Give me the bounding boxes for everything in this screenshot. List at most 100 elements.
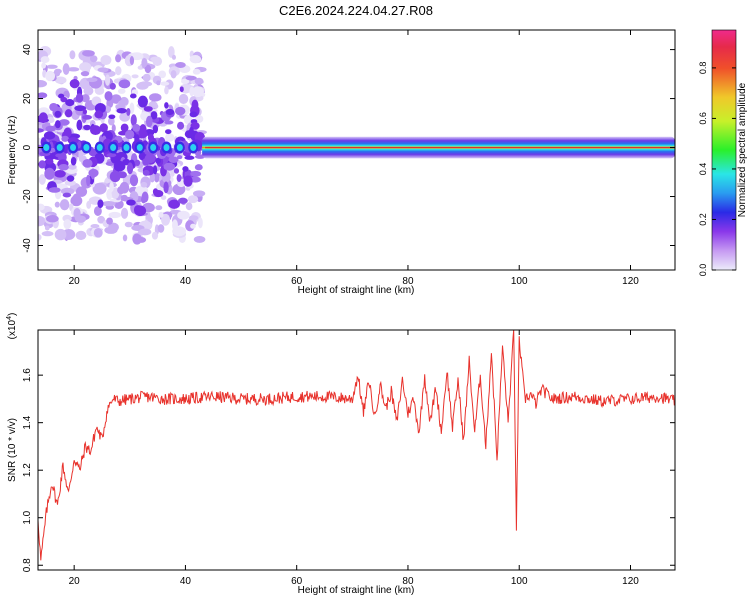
heatmap-cell: [120, 194, 128, 200]
heatmap-cell: [61, 135, 69, 142]
snr-y-tick-label: 1.2: [22, 463, 33, 477]
heatmap-cell: [197, 217, 203, 229]
heatmap-cell: [178, 93, 189, 105]
snr-scale-close: ): [7, 313, 18, 316]
heatmap-cell: [90, 224, 100, 229]
heatmap-cell: [58, 164, 69, 171]
heatmap-cell: [82, 50, 95, 57]
heatmap-cell: [137, 230, 144, 235]
heatmap-cell: [54, 201, 60, 208]
heatmap-y-tick-label: -40: [22, 238, 33, 253]
colorbar-tick-label: 0.2: [698, 213, 708, 226]
heatmap-cell: [104, 91, 113, 101]
heatmap-cell: [156, 80, 161, 86]
heatmap-cell: [152, 165, 158, 175]
heatmap-cell: [190, 170, 202, 177]
heatmap-cell: [89, 55, 98, 63]
heatmap-y-tick-label: -20: [22, 189, 33, 204]
heatmap-cell: [171, 54, 176, 60]
heatmap-cell: [38, 160, 46, 169]
heatmap-x-tick-label: 40: [180, 276, 192, 287]
heatmap-cell: [81, 94, 90, 103]
heatmap-cell: [96, 144, 103, 152]
heatmap-cell: [155, 157, 162, 164]
heatmap-cell: [74, 105, 87, 112]
heatmap-y-tick-label: 40: [22, 44, 33, 56]
heatmap-cell: [144, 153, 156, 164]
heatmap-cell: [123, 144, 130, 152]
heatmap-cell: [192, 86, 204, 98]
heatmap-cell: [144, 64, 152, 74]
heatmap-cell: [183, 115, 193, 125]
heatmap-y-label: Frequency (Hz): [7, 116, 18, 185]
heatmap-cell: [126, 162, 134, 175]
heatmap-cell: [189, 111, 198, 118]
heatmap-cell: [38, 203, 45, 211]
heatmap-cell: [151, 231, 159, 240]
heatmap-cell: [165, 129, 172, 135]
heatmap-cell: [164, 86, 169, 95]
heatmap-x-label: Height of straight line (km): [298, 285, 415, 296]
heatmap-cell: [181, 78, 190, 85]
snr-x-tick-label: 20: [69, 576, 81, 587]
heatmap-cell: [45, 158, 54, 165]
heatmap-cell: [129, 93, 137, 99]
heatmap-cell: [83, 144, 90, 152]
heatmap-cell: [100, 55, 112, 66]
heatmap-cell: [115, 54, 122, 63]
heatmap-cell: [38, 215, 46, 227]
heatmap-cell: [110, 144, 117, 152]
heatmap-cell: [160, 195, 167, 200]
heatmap-cell: [110, 94, 122, 104]
snr-x-axis: 20 40 60 80 100 120: [69, 330, 639, 587]
snr-series-line: [38, 330, 675, 561]
heatmap-cell: [55, 76, 67, 84]
heatmap-cell: [176, 155, 183, 160]
heatmap-cell: [38, 234, 42, 241]
heatmap-cell: [177, 197, 188, 204]
heatmap-cell: [191, 99, 199, 111]
colorbar-tick-label: 0.0: [698, 264, 708, 277]
heatmap-cell: [184, 155, 195, 160]
chart-title: C2E6.2024.224.04.27.R08: [279, 3, 433, 18]
heatmap-cell: [161, 213, 171, 226]
heatmap-cell: [70, 144, 77, 152]
heatmap-frame: [37, 29, 676, 271]
heatmap-cell: [152, 124, 159, 134]
heatmap-x-tick-label: 60: [291, 276, 303, 287]
snr-x-tick-label: 100: [511, 576, 528, 587]
heatmap-cell: [113, 160, 126, 172]
heatmap-cell: [54, 110, 62, 118]
heatmap-cell: [90, 125, 101, 136]
snr-y-tick-label: 0.8: [22, 558, 33, 572]
heatmap-cell: [94, 86, 105, 95]
heatmap-cell: [142, 73, 151, 82]
heatmap-cell: [45, 70, 56, 82]
heatmap-y-axis: -40 -20 0 20 40: [22, 44, 675, 253]
heatmap-cell: [94, 110, 104, 119]
heatmap-cell: [38, 92, 48, 99]
heatmap-cell: [173, 168, 180, 174]
heatmap-cell: [192, 68, 201, 75]
heatmap-cell: [184, 130, 194, 139]
heatmap-cell: [65, 99, 75, 107]
heatmap-x-tick-label: 20: [69, 276, 81, 287]
heatmap-cell: [134, 205, 147, 216]
colorbar-tick-label: 0.6: [698, 112, 708, 125]
heatmap-cell: [185, 75, 197, 81]
heatmap-cell: [165, 133, 175, 142]
heatmap-cell: [141, 195, 147, 204]
heatmap-cell: [99, 123, 108, 133]
snr-frame: [37, 329, 676, 571]
heatmap-cell: [60, 187, 75, 195]
colorbar-tick-label: 0.4: [698, 163, 708, 176]
heatmap-cell: [67, 164, 77, 170]
snr-y-label: SNR (10 * v/v): [7, 418, 18, 482]
heatmap-cell: [108, 222, 119, 232]
heatmap-cell: [164, 120, 174, 125]
heatmap-cell: [113, 78, 120, 84]
heatmap-cell: [54, 169, 66, 178]
heatmap-cell: [70, 156, 77, 166]
snr-scale-base: (x10: [7, 319, 18, 339]
heatmap-cell: [194, 164, 203, 171]
